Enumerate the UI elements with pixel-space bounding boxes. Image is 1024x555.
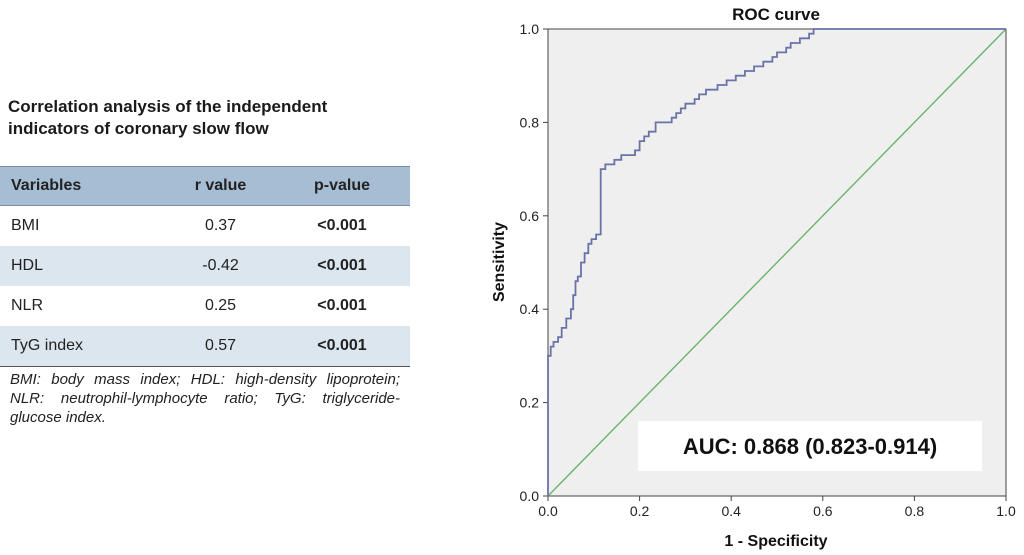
y-axis-label: Sensitivity [491,222,508,302]
table-title-line2: indicators of coronary slow flow [8,119,269,138]
x-tick-label: 0.0 [538,503,558,519]
auc-annotation: AUC: 0.868 (0.823-0.914) [638,421,982,471]
table-footnote: BMI: body mass index; HDL: high-density … [10,371,400,426]
cell-variable: TyG index [0,326,168,367]
y-tick-label: 0.8 [520,114,540,130]
y-tick-label: 0.4 [520,301,540,317]
cell-p-value: <0.001 [273,246,410,286]
auc-annotation-box [638,421,982,471]
header-p-value: p-value [273,166,410,206]
table-row: NLR 0.25 <0.001 [0,286,410,326]
y-tick-label: 0.2 [520,395,540,411]
reference-diagonal-line [547,28,1007,497]
cell-variable: BMI [11,217,40,234]
cell-r-value: 0.37 [204,217,237,234]
chart-title: ROC curve [732,5,820,24]
table-row: TyG index 0.57 <0.001 [0,326,410,367]
correlation-table: Variables r value p-value BMI 0.37 <0.00… [0,166,410,367]
cell-p-value: <0.001 [317,297,367,314]
y-tick-label: 1.0 [520,21,540,37]
roc-chart: ROC curve 0.0 0.2 0.4 0.6 0.8 1.0 0.0 0.2 0.4 0.6… [491,5,1016,550]
table-panel: Correlation analysis of the independent … [0,0,420,550]
roc-chart-container: ROC curve 0.0 0.2 0.4 0.6 0.8 1.0 0.0 0.2 0.4 0.6… [480,0,1024,550]
auc-annotation-text: AUC: 0.868 (0.823-0.914) [683,434,937,459]
cell-p-value: <0.001 [273,326,410,367]
x-tick-label: 0.4 [721,503,741,519]
x-tick-label: 0.8 [905,503,925,519]
y-tick-label: 0.6 [520,208,540,224]
table-row: HDL -0.42 <0.001 [0,246,410,286]
x-tick-label: 0.2 [630,503,650,519]
table-title: Correlation analysis of the independent … [8,96,408,140]
table-title-line1: Correlation analysis of the independent [8,97,328,116]
roc-curve-line [547,28,1006,496]
x-tick-label: 1.0 [996,503,1016,519]
cell-variable: NLR [11,297,44,314]
axis-ticks: 0.0 0.2 0.4 0.6 0.8 1.0 0.0 0.2 0.4 0.6 0.8 1.0 [520,21,1016,519]
table-row: BMI 0.37 <0.001 [0,206,410,247]
y-tick-label: 0.0 [520,488,540,504]
cell-variable: HDL [0,246,168,286]
x-axis-label: 1 - Specificity [724,533,827,550]
header-variables: Variables [0,166,168,206]
table-header-row: Variables r value p-value [0,166,410,206]
cell-r-value: 0.25 [204,297,237,314]
x-tick-label: 0.6 [813,503,833,519]
cell-r-value: 0.57 [167,326,274,367]
cell-p-value: <0.001 [317,217,367,234]
cell-r-value: -0.42 [167,246,274,286]
header-r-value: r value [167,166,274,206]
